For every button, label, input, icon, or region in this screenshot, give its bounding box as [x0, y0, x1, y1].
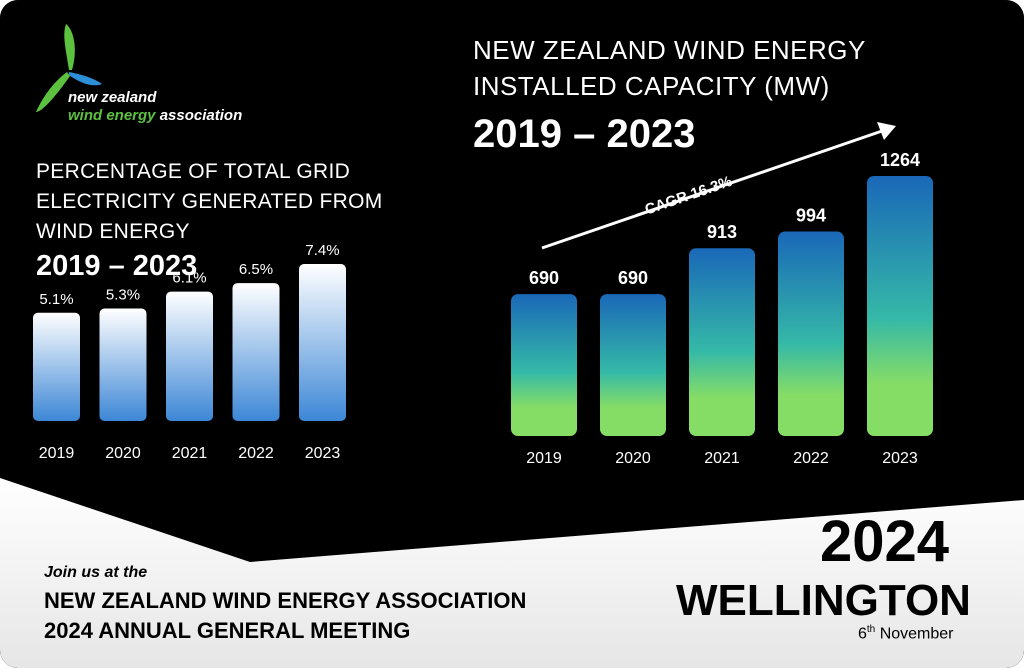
- bar-2021: [689, 248, 755, 436]
- bar-2019: [33, 312, 80, 421]
- left-chart: 5.1% 2019 5.3% 2020 6.1% 2021 6.5% 2022 7.4% 2023: [33, 242, 346, 462]
- data-label-2021: 913: [707, 222, 737, 242]
- event-title-line2: 2024 ANNUAL GENERAL MEETING: [44, 618, 411, 643]
- tick-label-2022: 2022: [238, 445, 274, 462]
- data-label-2019: 5.1%: [39, 291, 73, 308]
- data-label-2022: 6.5%: [239, 261, 273, 278]
- tick-label-2019: 2019: [39, 445, 75, 462]
- bar-2020: [99, 308, 147, 421]
- data-label-2022: 994: [796, 206, 826, 226]
- event-date: 6th November: [858, 624, 954, 643]
- right-chart-range: 2019 – 2023: [473, 112, 696, 156]
- left-chart-range: 2019 – 2023: [36, 250, 198, 282]
- tick-label-2021: 2021: [704, 450, 740, 467]
- data-label-2021: 6.1%: [172, 270, 206, 287]
- left-chart-title: PERCENTAGE OF TOTAL GRID ELECTRICITY GEN…: [36, 160, 383, 243]
- bar-2023: [299, 264, 346, 421]
- right-chart-title: NEW ZEALAND WIND ENERGY INSTALLED CAPACI…: [473, 35, 866, 101]
- data-label-2020: 690: [618, 268, 648, 288]
- tick-label-2023: 2023: [882, 450, 918, 467]
- tick-label-2020: 2020: [615, 450, 651, 467]
- tick-label-2019: 2019: [526, 450, 562, 467]
- cagr-arrow: [541, 122, 896, 250]
- logo-text-line1: new zealand: [68, 89, 157, 106]
- event-month: November: [879, 625, 954, 643]
- data-label-2023: 1264: [880, 150, 920, 170]
- bar-2022: [778, 231, 844, 436]
- event-city: WELLINGTON: [676, 576, 971, 625]
- event-title-line1: NEW ZEALAND WIND ENERGY ASSOCIATION: [44, 588, 527, 613]
- data-label-2023: 7.4%: [305, 242, 339, 259]
- event-year: 2024: [820, 509, 950, 574]
- data-label-2020: 5.3%: [106, 287, 140, 304]
- event-day-suffix: th: [866, 624, 876, 635]
- logo-turbine-icon: [36, 24, 102, 112]
- tick-label-2020: 2020: [105, 445, 141, 462]
- join-text: Join us at the: [44, 564, 148, 581]
- bar-2022: [232, 283, 280, 421]
- tick-label-2021: 2021: [172, 445, 208, 462]
- bar-2019: [511, 294, 577, 436]
- event-day: 6: [858, 625, 867, 643]
- logo-text-green: wind energy: [68, 107, 156, 124]
- bar-2023: [867, 176, 933, 436]
- bar-2021: [166, 291, 213, 421]
- data-label-2019: 690: [529, 268, 559, 288]
- tick-label-2023: 2023: [305, 445, 341, 462]
- tick-label-2022: 2022: [793, 450, 829, 467]
- bar-2020: [600, 294, 666, 436]
- footer-band: [0, 478, 1024, 668]
- logo-text-line2: wind energy association: [68, 107, 242, 124]
- logo-text-white: association: [159, 107, 243, 124]
